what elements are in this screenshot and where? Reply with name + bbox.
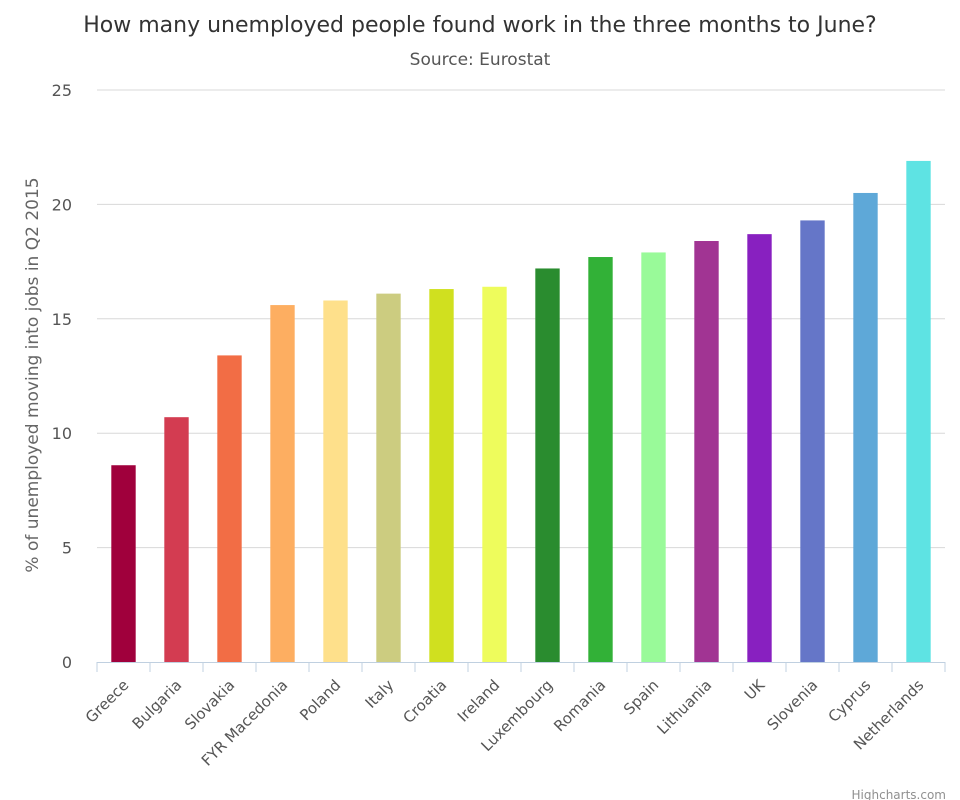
y-tick-label: 15 xyxy=(52,310,72,329)
bar[interactable] xyxy=(853,192,878,662)
x-tick-label: Spain xyxy=(620,676,662,718)
bar[interactable] xyxy=(800,220,825,662)
x-tick-label: Lithuania xyxy=(653,676,715,738)
bar[interactable] xyxy=(694,241,719,662)
bar[interactable] xyxy=(217,355,242,662)
y-tick-label: 25 xyxy=(52,81,72,100)
highcharts-credit[interactable]: Highcharts.com xyxy=(852,788,946,800)
x-tick-label: Croatia xyxy=(399,676,450,727)
x-tick-label: UK xyxy=(741,675,769,703)
x-tick-label: Slovenia xyxy=(763,676,821,734)
chart-title: How many unemployed people found work in… xyxy=(83,13,876,38)
bar[interactable] xyxy=(482,286,507,662)
x-tick-label: Bulgaria xyxy=(129,676,186,733)
x-tick-label: Romania xyxy=(550,676,609,735)
bar[interactable] xyxy=(535,268,560,662)
y-tick-label: 5 xyxy=(62,539,72,558)
y-tick-label: 20 xyxy=(52,195,72,214)
bar[interactable] xyxy=(906,160,931,663)
y-axis-label: % of unemployed moving into jobs in Q2 2… xyxy=(23,177,43,572)
bar[interactable] xyxy=(747,234,772,663)
bar[interactable] xyxy=(429,289,454,662)
bar[interactable] xyxy=(588,257,613,662)
bar[interactable] xyxy=(164,417,189,662)
y-tick-label: 0 xyxy=(62,653,72,672)
x-tick-label: Greece xyxy=(82,676,132,726)
bar[interactable] xyxy=(111,465,136,662)
bars xyxy=(111,160,931,663)
y-axis: 0 5 10 15 20 25 xyxy=(52,81,72,672)
x-tick-label: Poland xyxy=(296,676,344,724)
x-tick-label: Ireland xyxy=(454,676,503,725)
bar[interactable] xyxy=(270,305,295,662)
y-tick-label: 10 xyxy=(52,424,72,443)
x-tick-label: Cyprus xyxy=(825,676,875,726)
bar[interactable] xyxy=(323,300,348,662)
x-tick-label: Italy xyxy=(362,676,398,712)
chart-subtitle: Source: Eurostat xyxy=(410,50,551,70)
bar[interactable] xyxy=(376,293,401,662)
bar[interactable] xyxy=(641,252,666,662)
